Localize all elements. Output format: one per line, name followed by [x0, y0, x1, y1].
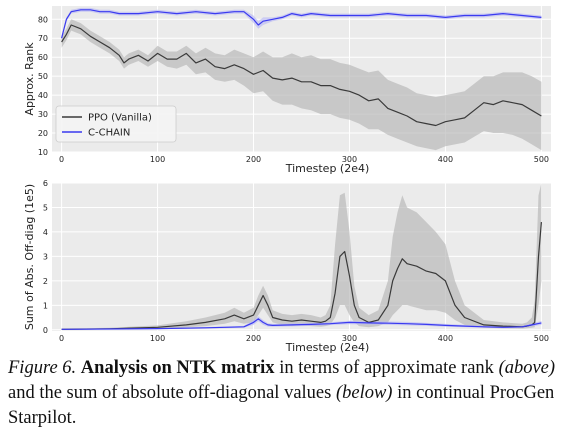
x-tick-label: 500 [534, 334, 549, 343]
legend-box [55, 105, 177, 143]
figure-caption: Figure 6. Analysis on NTK matrix in term… [8, 356, 582, 431]
x-axis-label: Timestep (2e4) [285, 341, 370, 354]
caption-above: (above) [498, 358, 556, 378]
y-tick-label: 1 [43, 301, 48, 310]
caption-title: Analysis on NTK matrix [80, 358, 275, 378]
chart-approx-rank: 0 100 200 300 400 500 10 20 30 40 50 60 70 80 Timestep… [23, 6, 551, 175]
series-line [61, 24, 542, 127]
y-tick-label: 6 [43, 179, 48, 188]
confidence-band [61, 183, 542, 330]
series-line [61, 9, 542, 39]
x-tick-label: 200 [246, 334, 261, 343]
y-tick-label: 80 [38, 15, 48, 24]
y-tick-label: 40 [38, 91, 48, 100]
data-layer [61, 7, 542, 151]
y-tick-label: 5 [43, 203, 48, 212]
x-tick-label: 300 [342, 155, 357, 164]
y-tick-label: 3 [43, 252, 48, 261]
y-tick-label: 60 [38, 53, 48, 62]
legend-label: PPO (Vanilla) [88, 113, 152, 124]
x-tick-label: 500 [534, 155, 549, 164]
series-line [61, 222, 542, 330]
chart-sum-off-diag: 0 100 200 300 400 500 0 1 2 3 4 5 6 Timestep (2e4) Sum… [23, 179, 551, 354]
confidence-band [61, 19, 542, 151]
x-tick-label: 400 [438, 155, 453, 164]
x-tick-label: 400 [438, 334, 453, 343]
series-line [61, 318, 542, 330]
x-tick-label: 200 [246, 155, 261, 164]
x-tick-label: 0 [59, 334, 64, 343]
caption-text-3: in continual ProcGen Starpilot. [8, 383, 555, 428]
caption-text-2: and the sum of absolute off-diagonal val… [8, 383, 336, 403]
x-tick-label: 100 [150, 334, 165, 343]
y-tick-label: 2 [43, 277, 48, 286]
data-layer [61, 183, 542, 330]
y-tick-label: 30 [38, 110, 48, 119]
legend-label: C-CHAIN [88, 128, 130, 139]
plot-area [52, 183, 551, 331]
x-tick-label: 100 [150, 155, 165, 164]
y-tick-label: 50 [38, 72, 48, 81]
y-axis-label: Sum of Abs. Off-diag (1e5) [23, 184, 36, 330]
y-tick-label: 4 [43, 228, 48, 237]
y-tick-label: 10 [38, 148, 48, 157]
x-tick-label: 300 [342, 334, 357, 343]
x-tick-label: 0 [59, 155, 64, 164]
y-axis-label: Approx. Rank [23, 42, 36, 116]
x-axis-label: Timestep (2e4) [285, 162, 370, 175]
y-tick-label: 20 [38, 129, 48, 138]
y-tick-label: 70 [38, 34, 48, 43]
y-tick-label: 0 [43, 326, 48, 335]
caption-figure-label: Figure 6. [8, 358, 77, 378]
caption-below: (below) [335, 383, 393, 403]
caption-text-1: in terms of approximate rank [274, 358, 499, 378]
